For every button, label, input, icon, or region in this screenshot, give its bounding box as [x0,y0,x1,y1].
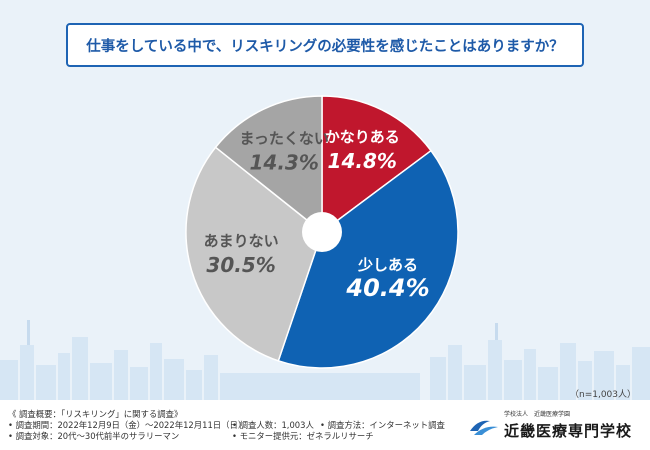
slice-value-label: 30.5% [206,253,275,277]
survey-period: • 調査期間：2022年12月9日（金）～2022年12月11日（日） [8,420,247,430]
survey-count: • 調査人数：1,003人 [232,420,314,430]
survey-provider: • モニター提供元：ゼネラルリサーチ [232,431,374,441]
donut-hole [302,212,342,252]
slice-value-label: 14.8% [328,149,397,173]
survey-method: • 調査方法：インターネット調査 [320,420,445,430]
slice-value-label: 40.4% [345,274,429,302]
school-logo-icon [470,420,498,435]
school-corp-name: 学校法人 近畿医療学園 [504,411,571,418]
slice-category-label: まったくない [239,130,328,148]
slice-category-label: あまりない [204,232,279,250]
school-brand: 学校法人 近畿医療学園 近畿医療専門学校 [468,409,638,443]
sample-size: （n=1,003人） [569,390,636,400]
school-name: 近畿医療専門学校 [504,422,633,440]
slice-category-label: 少しある [357,256,418,274]
pie-slice [277,149,459,369]
slice-category-label: かなりある [325,128,400,146]
pie-slice [214,95,323,234]
question-title: 仕事をしている中で、リスキリングの必要性を感じたことはありますか？ [66,23,584,67]
city-skyline [0,320,650,400]
survey-target: • 調査対象：20代～30代前半のサラリーマン [8,431,180,441]
pie-slice [185,146,323,362]
pie-slice [321,95,433,234]
survey-heading: 《 調査概要：「リスキリング」に関する調査》 [8,409,183,419]
survey-footer [0,400,650,450]
slice-value-label: 14.3% [250,151,319,175]
